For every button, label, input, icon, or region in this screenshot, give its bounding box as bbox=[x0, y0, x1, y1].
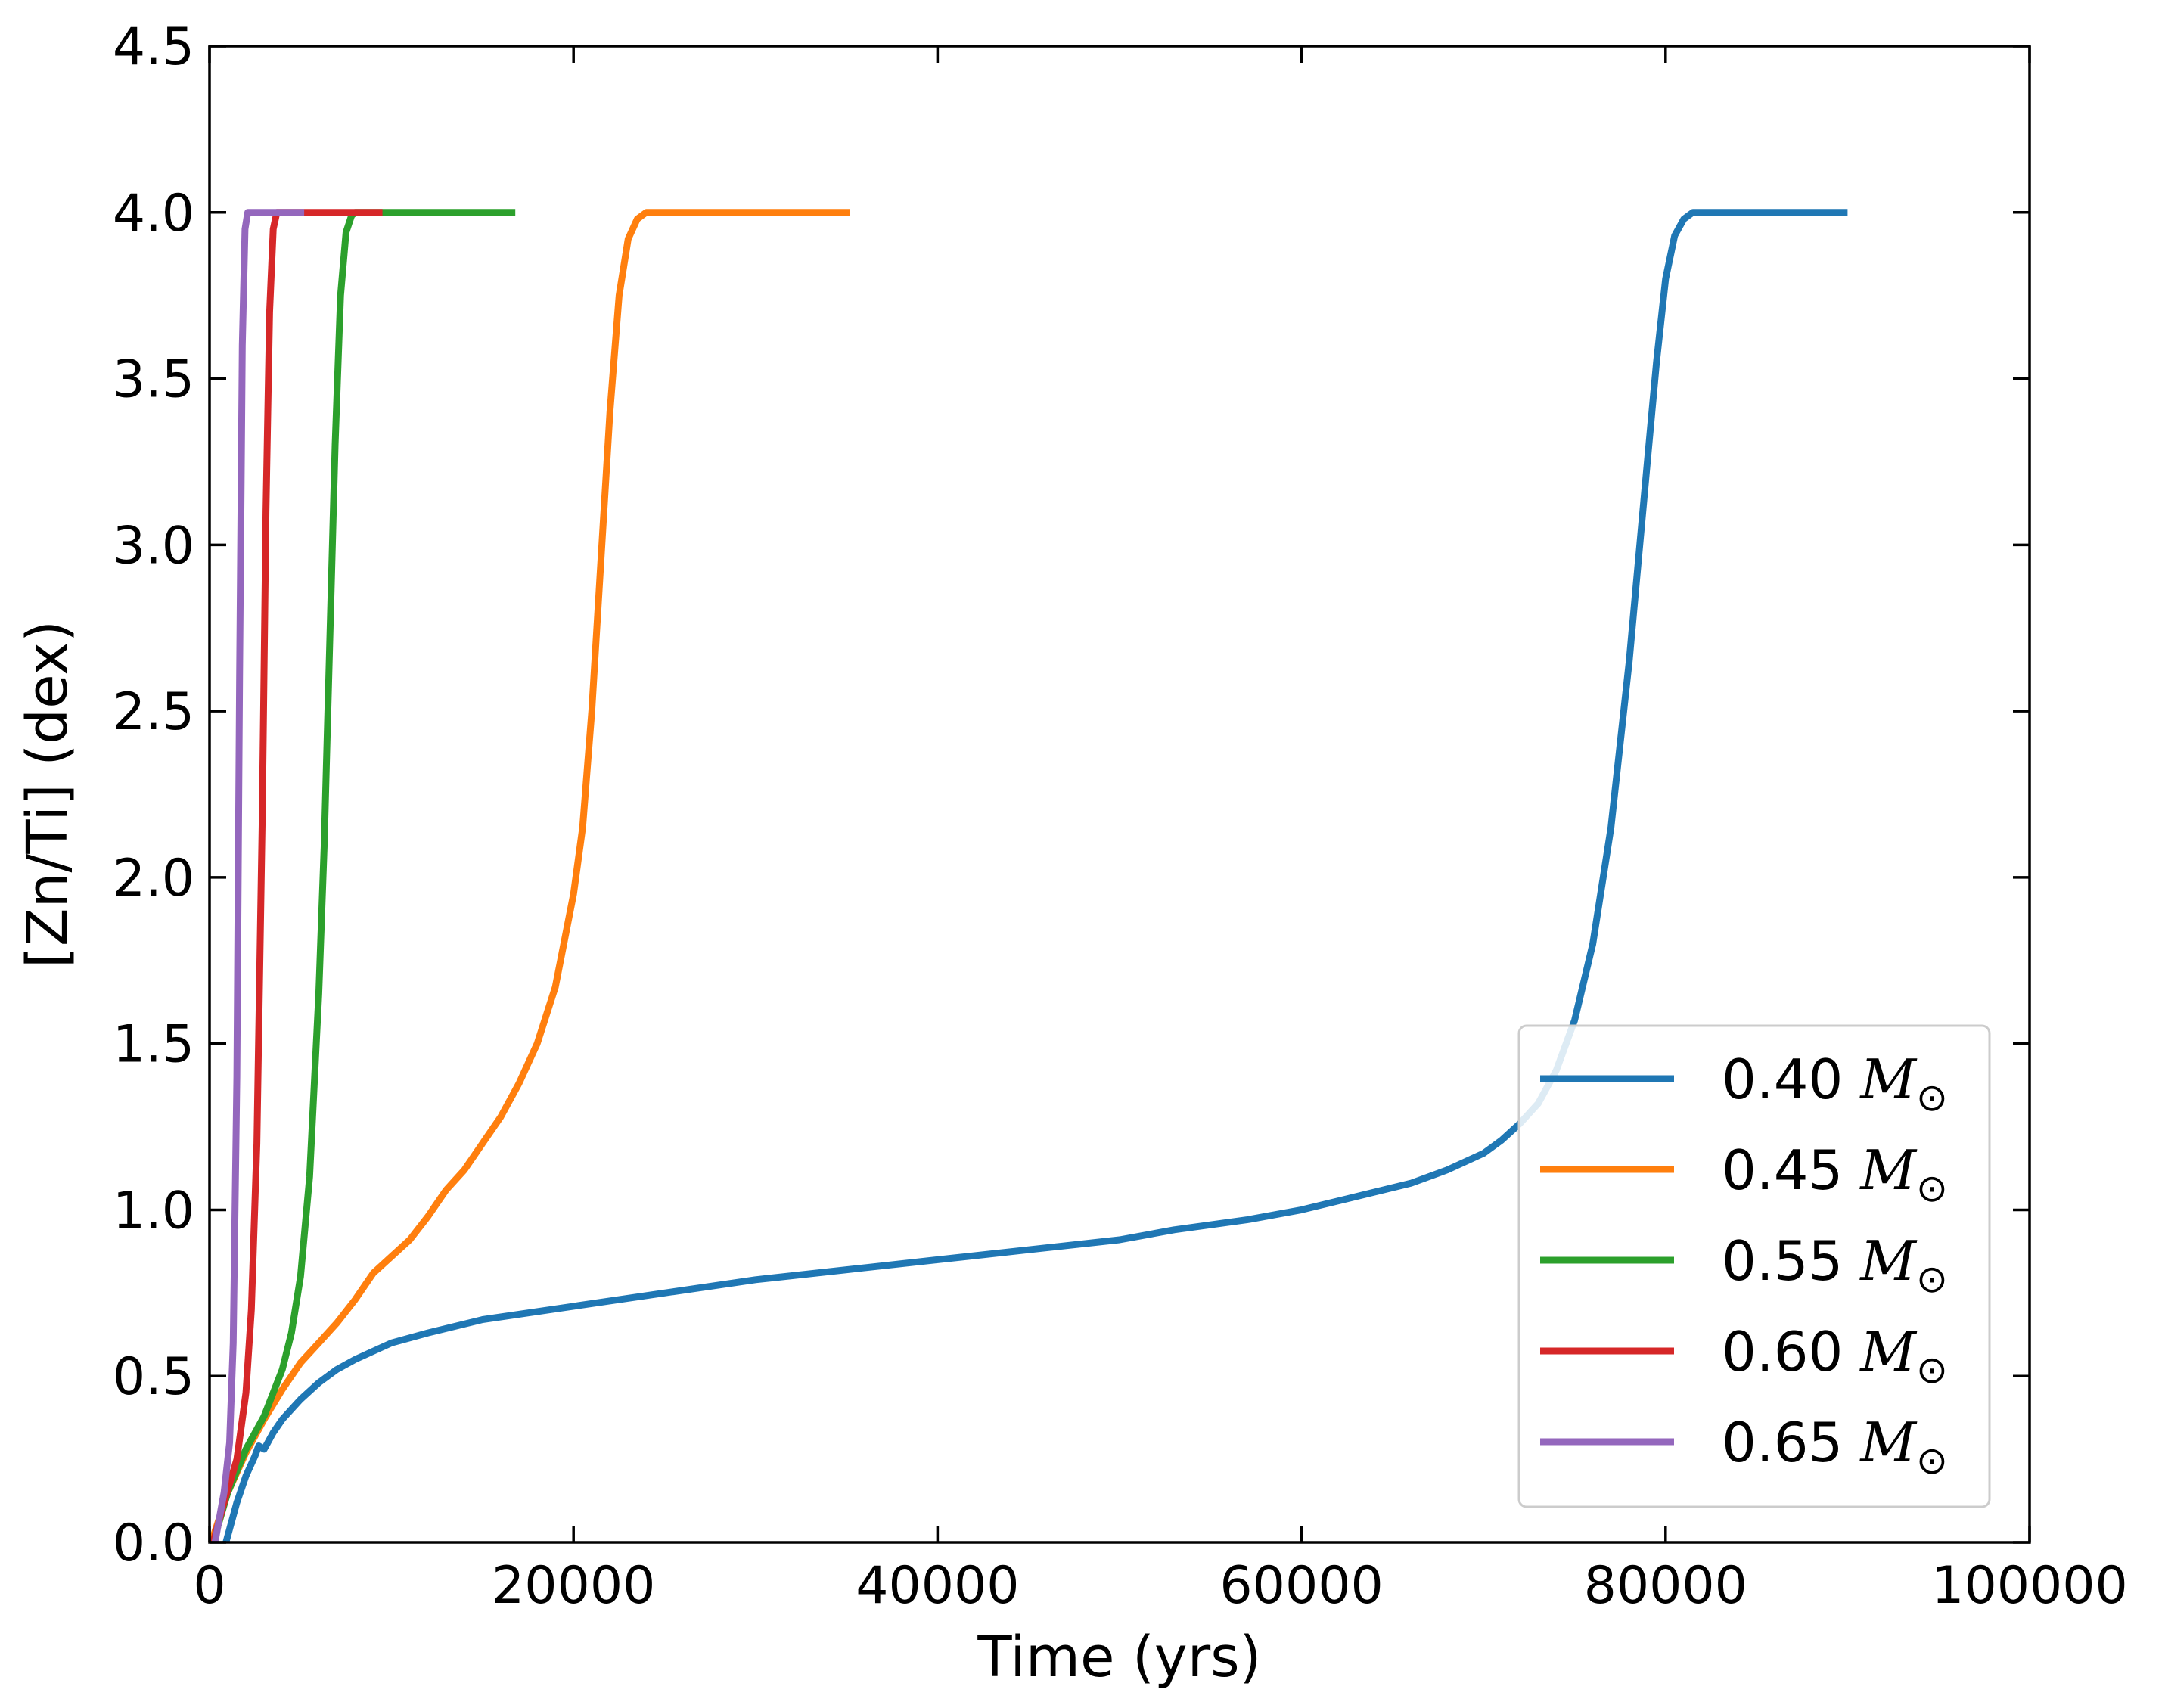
series-lines bbox=[208, 209, 1848, 1544]
x-tick-label: 40000 bbox=[856, 1556, 1019, 1616]
y-tick-label: 2.5 bbox=[113, 682, 194, 742]
legend-label-3: 0.60 M⊙ bbox=[1722, 1320, 1948, 1392]
y-tick-label: 1.0 bbox=[113, 1181, 194, 1241]
legend-label-4: 0.65 M⊙ bbox=[1722, 1411, 1948, 1483]
y-tick-label: 0.5 bbox=[113, 1347, 194, 1407]
axis-ticks: 0 20000 40000 60000 80000 100000 0.0 0.5 1.0 1.5 2… bbox=[113, 17, 2128, 1616]
legend-label-2: 0.55 M⊙ bbox=[1722, 1229, 1948, 1301]
x-tick-label: 20000 bbox=[492, 1556, 655, 1616]
y-tick-label: 4.5 bbox=[113, 17, 194, 77]
plot-frame bbox=[208, 45, 2031, 1544]
series-line-4 bbox=[211, 209, 305, 1543]
x-axis-title: Time (yrs) bbox=[977, 1625, 1261, 1690]
legend-label-1: 0.45 M⊙ bbox=[1722, 1138, 1948, 1210]
y-tick-label: 3.5 bbox=[113, 350, 194, 410]
legend: 0.40 M⊙ 0.45 M⊙ 0.55 M⊙ 0.60 M⊙ 0.65 M⊙ bbox=[1517, 1024, 1991, 1508]
y-tick-label: 2.0 bbox=[113, 849, 194, 908]
y-tick-label: 3.0 bbox=[113, 516, 194, 576]
y-tick-label: 0.0 bbox=[113, 1514, 194, 1573]
y-tick-label: 1.5 bbox=[113, 1015, 194, 1075]
y-tick-label: 4.0 bbox=[113, 184, 194, 244]
x-tick-label: 60000 bbox=[1219, 1556, 1383, 1616]
series-line-0 bbox=[222, 209, 1848, 1544]
series-line-1 bbox=[208, 209, 850, 1544]
y-axis-title: [Zn/Ti] (dex) bbox=[15, 620, 80, 968]
legend-label-0: 0.40 M⊙ bbox=[1722, 1048, 1948, 1120]
x-tick-label: 0 bbox=[193, 1556, 225, 1616]
x-tick-label: 100000 bbox=[1931, 1556, 2128, 1616]
legend-box bbox=[1517, 1024, 1991, 1508]
x-tick-label: 80000 bbox=[1584, 1556, 1747, 1616]
